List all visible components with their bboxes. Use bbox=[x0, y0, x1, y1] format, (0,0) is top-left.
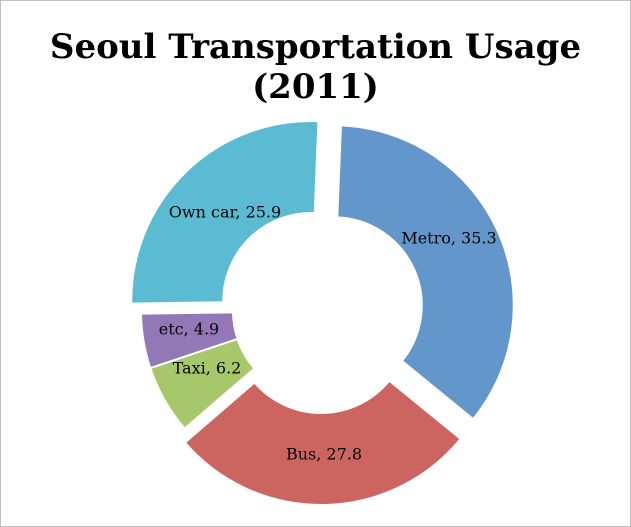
data-label-etc: etc, 4.9 bbox=[159, 320, 219, 339]
data-label-metro: Metro, 35.3 bbox=[401, 229, 496, 248]
slice-bus bbox=[183, 379, 462, 506]
slice-etc bbox=[140, 311, 239, 370]
data-label-own-car: Own car, 25.9 bbox=[169, 203, 281, 222]
data-label-bus: Bus, 27.8 bbox=[286, 445, 362, 464]
slice-own-car bbox=[130, 120, 320, 305]
slice-metro bbox=[336, 124, 515, 421]
chart-title: Seoul Transportation Usage (2011) bbox=[49, 27, 582, 107]
data-label-taxi: Taxi, 6.2 bbox=[173, 359, 242, 378]
